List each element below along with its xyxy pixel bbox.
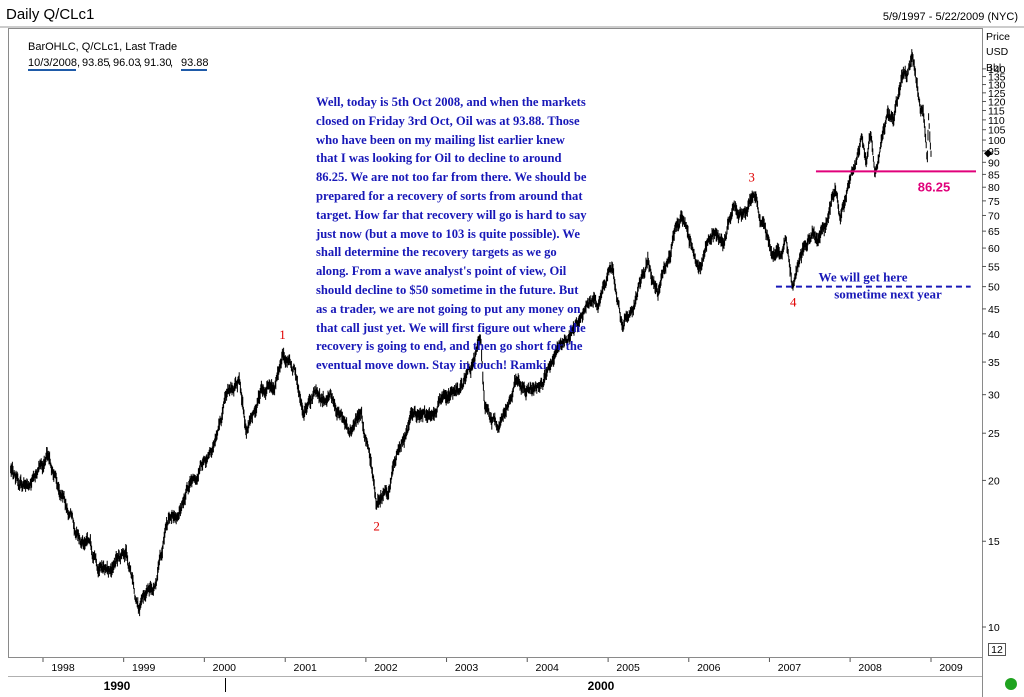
x-tick-label: 2002 xyxy=(374,662,398,674)
x-tick-label: 2009 xyxy=(939,662,963,674)
readout-separator: , xyxy=(108,57,111,69)
axis-header-unit: Bbl xyxy=(986,62,1001,74)
y-tick-label: 105 xyxy=(988,125,1006,137)
x-tick-label: 2003 xyxy=(455,662,479,674)
x-tick-label: 2004 xyxy=(536,662,560,674)
x-tick-label: 2000 xyxy=(213,662,237,674)
y-tick-label: 140 xyxy=(988,64,1006,76)
price-axis: 1015202530354045505560657075808590951001… xyxy=(982,64,1006,634)
readout-separator: , xyxy=(139,57,142,69)
x-tick-label: 1999 xyxy=(132,662,156,674)
y-tick-label: 20 xyxy=(988,475,1000,487)
wave-label-3: 3 xyxy=(748,169,755,184)
study-descriptor: BarOHLC, Q/CLc1, Last Trade xyxy=(28,41,177,53)
y-tick-label: 45 xyxy=(988,304,1000,316)
readout-separator: , xyxy=(77,57,80,69)
target-label: 86.25 xyxy=(918,179,951,194)
projection-note-line2: sometime next year xyxy=(834,287,942,302)
scale-box-value: 12 xyxy=(991,644,1003,656)
y-tick-label: 55 xyxy=(988,261,1000,273)
y-tick-label: 90 xyxy=(988,157,1000,169)
y-tick-label: 50 xyxy=(988,282,1000,294)
y-tick-label: 115 xyxy=(988,105,1005,117)
y-tick-label: 75 xyxy=(988,196,1000,208)
ohlc-bars xyxy=(10,49,932,617)
axis-header-currency: USD xyxy=(986,46,1009,58)
date-range-label: 5/9/1997 - 5/22/2009 (NYC) xyxy=(883,11,1018,23)
ohlc-readout: 10/3/2008 , 93.85 , 96.03 , 91.30 , 93.8… xyxy=(28,57,209,71)
decade-label: 1990 xyxy=(104,679,131,693)
y-tick-label: 135 xyxy=(988,72,1006,84)
readout-open: 93.85 xyxy=(82,57,110,69)
annotations: 1 2 3 4 86.25 We will get here sometime next y… xyxy=(279,149,992,534)
x-tick-label: 2008 xyxy=(858,662,882,674)
x-tick-label: 2006 xyxy=(697,662,721,674)
y-tick-label: 65 xyxy=(988,226,1000,238)
y-tick-label: 120 xyxy=(988,96,1006,108)
readout-date: 10/3/2008 xyxy=(28,57,77,69)
x-tick-label: 2005 xyxy=(616,662,640,674)
readout-high: 96.03 xyxy=(113,57,141,69)
decade-label: 2000 xyxy=(588,679,615,693)
scale-box[interactable] xyxy=(988,643,1006,656)
x-tick-label: 1998 xyxy=(51,662,75,674)
y-tick-label: 60 xyxy=(988,243,1000,255)
y-tick-label: 95 xyxy=(988,146,1000,158)
readout-separator: , xyxy=(170,57,173,69)
commentary-text: Well, today is 5th Oct 2008, and when th… xyxy=(316,95,587,373)
y-tick-label: 15 xyxy=(988,536,1000,548)
axis-header-price: Price xyxy=(986,31,1010,43)
price-series xyxy=(10,49,932,617)
chart-title: Daily Q/CLc1 xyxy=(6,6,94,23)
y-tick-label: 40 xyxy=(988,329,1000,341)
readout-close: 93.88 xyxy=(181,57,209,69)
y-tick-label: 30 xyxy=(988,390,1000,402)
y-tick-label: 70 xyxy=(988,210,1000,222)
y-tick-label: 110 xyxy=(988,115,1005,127)
status-indicator-icon xyxy=(1005,678,1017,690)
time-axis: 1998 1999 2000 2001 2002 2003 2004 2005 2006 2007… xyxy=(42,658,963,693)
projection-note-line1: We will get here xyxy=(819,270,908,285)
y-tick-label: 25 xyxy=(988,428,1000,440)
wave-label-2: 2 xyxy=(373,519,380,534)
y-tick-label: 10 xyxy=(988,622,1000,634)
y-tick-label: 130 xyxy=(988,80,1006,92)
wave-label-4: 4 xyxy=(790,295,797,310)
y-tick-label: 85 xyxy=(988,169,1000,181)
readout-low: 91.30 xyxy=(144,57,172,69)
y-tick-label: 35 xyxy=(988,357,1000,369)
y-tick-label: 100 xyxy=(988,135,1006,147)
x-tick-label: 2001 xyxy=(294,662,318,674)
wave-label-1: 1 xyxy=(279,327,286,342)
y-tick-label: 125 xyxy=(988,88,1006,100)
last-price-marker-icon xyxy=(984,149,992,158)
x-tick-label: 2007 xyxy=(778,662,802,674)
y-tick-label: 80 xyxy=(988,182,1000,194)
